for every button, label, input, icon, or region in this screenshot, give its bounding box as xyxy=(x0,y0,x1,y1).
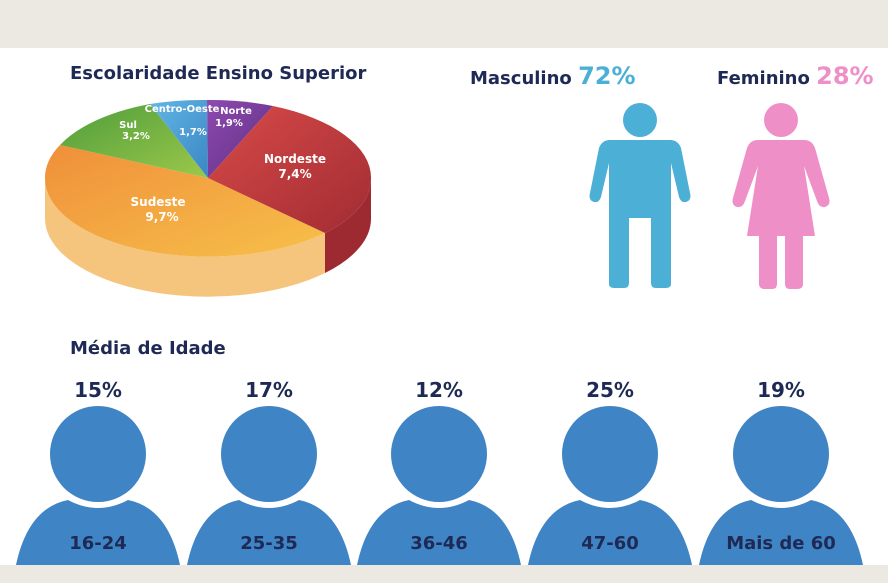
female-label: Feminino 28% xyxy=(717,62,874,90)
male-label-text: Masculino xyxy=(470,68,572,89)
age-range-label: 36-46 xyxy=(410,533,468,554)
pie-chart xyxy=(44,99,372,257)
age-person-body xyxy=(699,500,863,565)
age-person-icon xyxy=(16,406,180,565)
pie-slice-sul xyxy=(60,104,208,178)
pie-label-centro-oeste: Centro-Oeste xyxy=(145,104,220,115)
age-value-label: 15% xyxy=(74,378,122,402)
pie-value-norte: 1,9% xyxy=(215,118,243,129)
age-range-label: Mais de 60 xyxy=(726,533,836,554)
age-person-head xyxy=(733,406,829,502)
pie-label-sul: Sul xyxy=(119,120,137,131)
pie-chart-depth xyxy=(44,178,372,297)
female-label-text: Feminino xyxy=(717,68,810,89)
age-range-label: 16-24 xyxy=(69,533,127,554)
age-person-head xyxy=(221,406,317,502)
pie-slice-sudeste xyxy=(44,145,326,257)
pie-label-nordeste: Nordeste xyxy=(264,152,326,166)
pie-label-sudeste: Sudeste xyxy=(131,195,186,209)
age-person-icon xyxy=(699,406,863,565)
age-range-label: 47-60 xyxy=(581,533,639,554)
age-value-label: 19% xyxy=(757,378,805,402)
age-person-head xyxy=(391,406,487,502)
age-person-body xyxy=(187,500,351,565)
infographic-panel: Escolaridade Ensino Superior Masculino 7… xyxy=(0,48,888,565)
pie-value-sudeste: 9,7% xyxy=(145,210,178,224)
age-value-label: 12% xyxy=(415,378,463,402)
age-person-icon xyxy=(357,406,521,565)
pie-side-nordeste xyxy=(325,178,372,273)
pie-slice-centro-oeste xyxy=(150,99,208,178)
graphics-layer: Norte 1,9% Nordeste 7,4% Sudeste 9,7% Su… xyxy=(16,99,863,565)
female-person-icon xyxy=(732,103,830,289)
age-person-body xyxy=(528,500,692,565)
age-person-icon xyxy=(528,406,692,565)
pie-value-nordeste: 7,4% xyxy=(278,167,311,181)
age-person-icon xyxy=(187,406,351,565)
age-value-label: 25% xyxy=(586,378,634,402)
age-range-label: 25-35 xyxy=(240,533,298,554)
pie-value-centro-oeste: 1,7% xyxy=(179,127,207,138)
age-person-head xyxy=(50,406,146,502)
age-person-head xyxy=(562,406,658,502)
pie-slice-norte xyxy=(207,99,273,178)
age-person-body xyxy=(357,500,521,565)
male-percentage: 72% xyxy=(578,62,636,90)
pie-slice-nordeste xyxy=(208,106,372,233)
pie-side-sudeste xyxy=(44,178,325,297)
female-percentage: 28% xyxy=(816,62,874,90)
age-chart-title: Média de Idade xyxy=(70,338,226,359)
male-person-icon xyxy=(589,103,691,288)
age-value-label: 17% xyxy=(245,378,293,402)
male-label: Masculino 72% xyxy=(470,62,636,90)
pie-label-norte: Norte xyxy=(220,106,252,117)
age-person-body xyxy=(16,500,180,565)
pie-value-sul: 3,2% xyxy=(122,131,150,142)
pie-chart-title: Escolaridade Ensino Superior xyxy=(70,63,367,84)
